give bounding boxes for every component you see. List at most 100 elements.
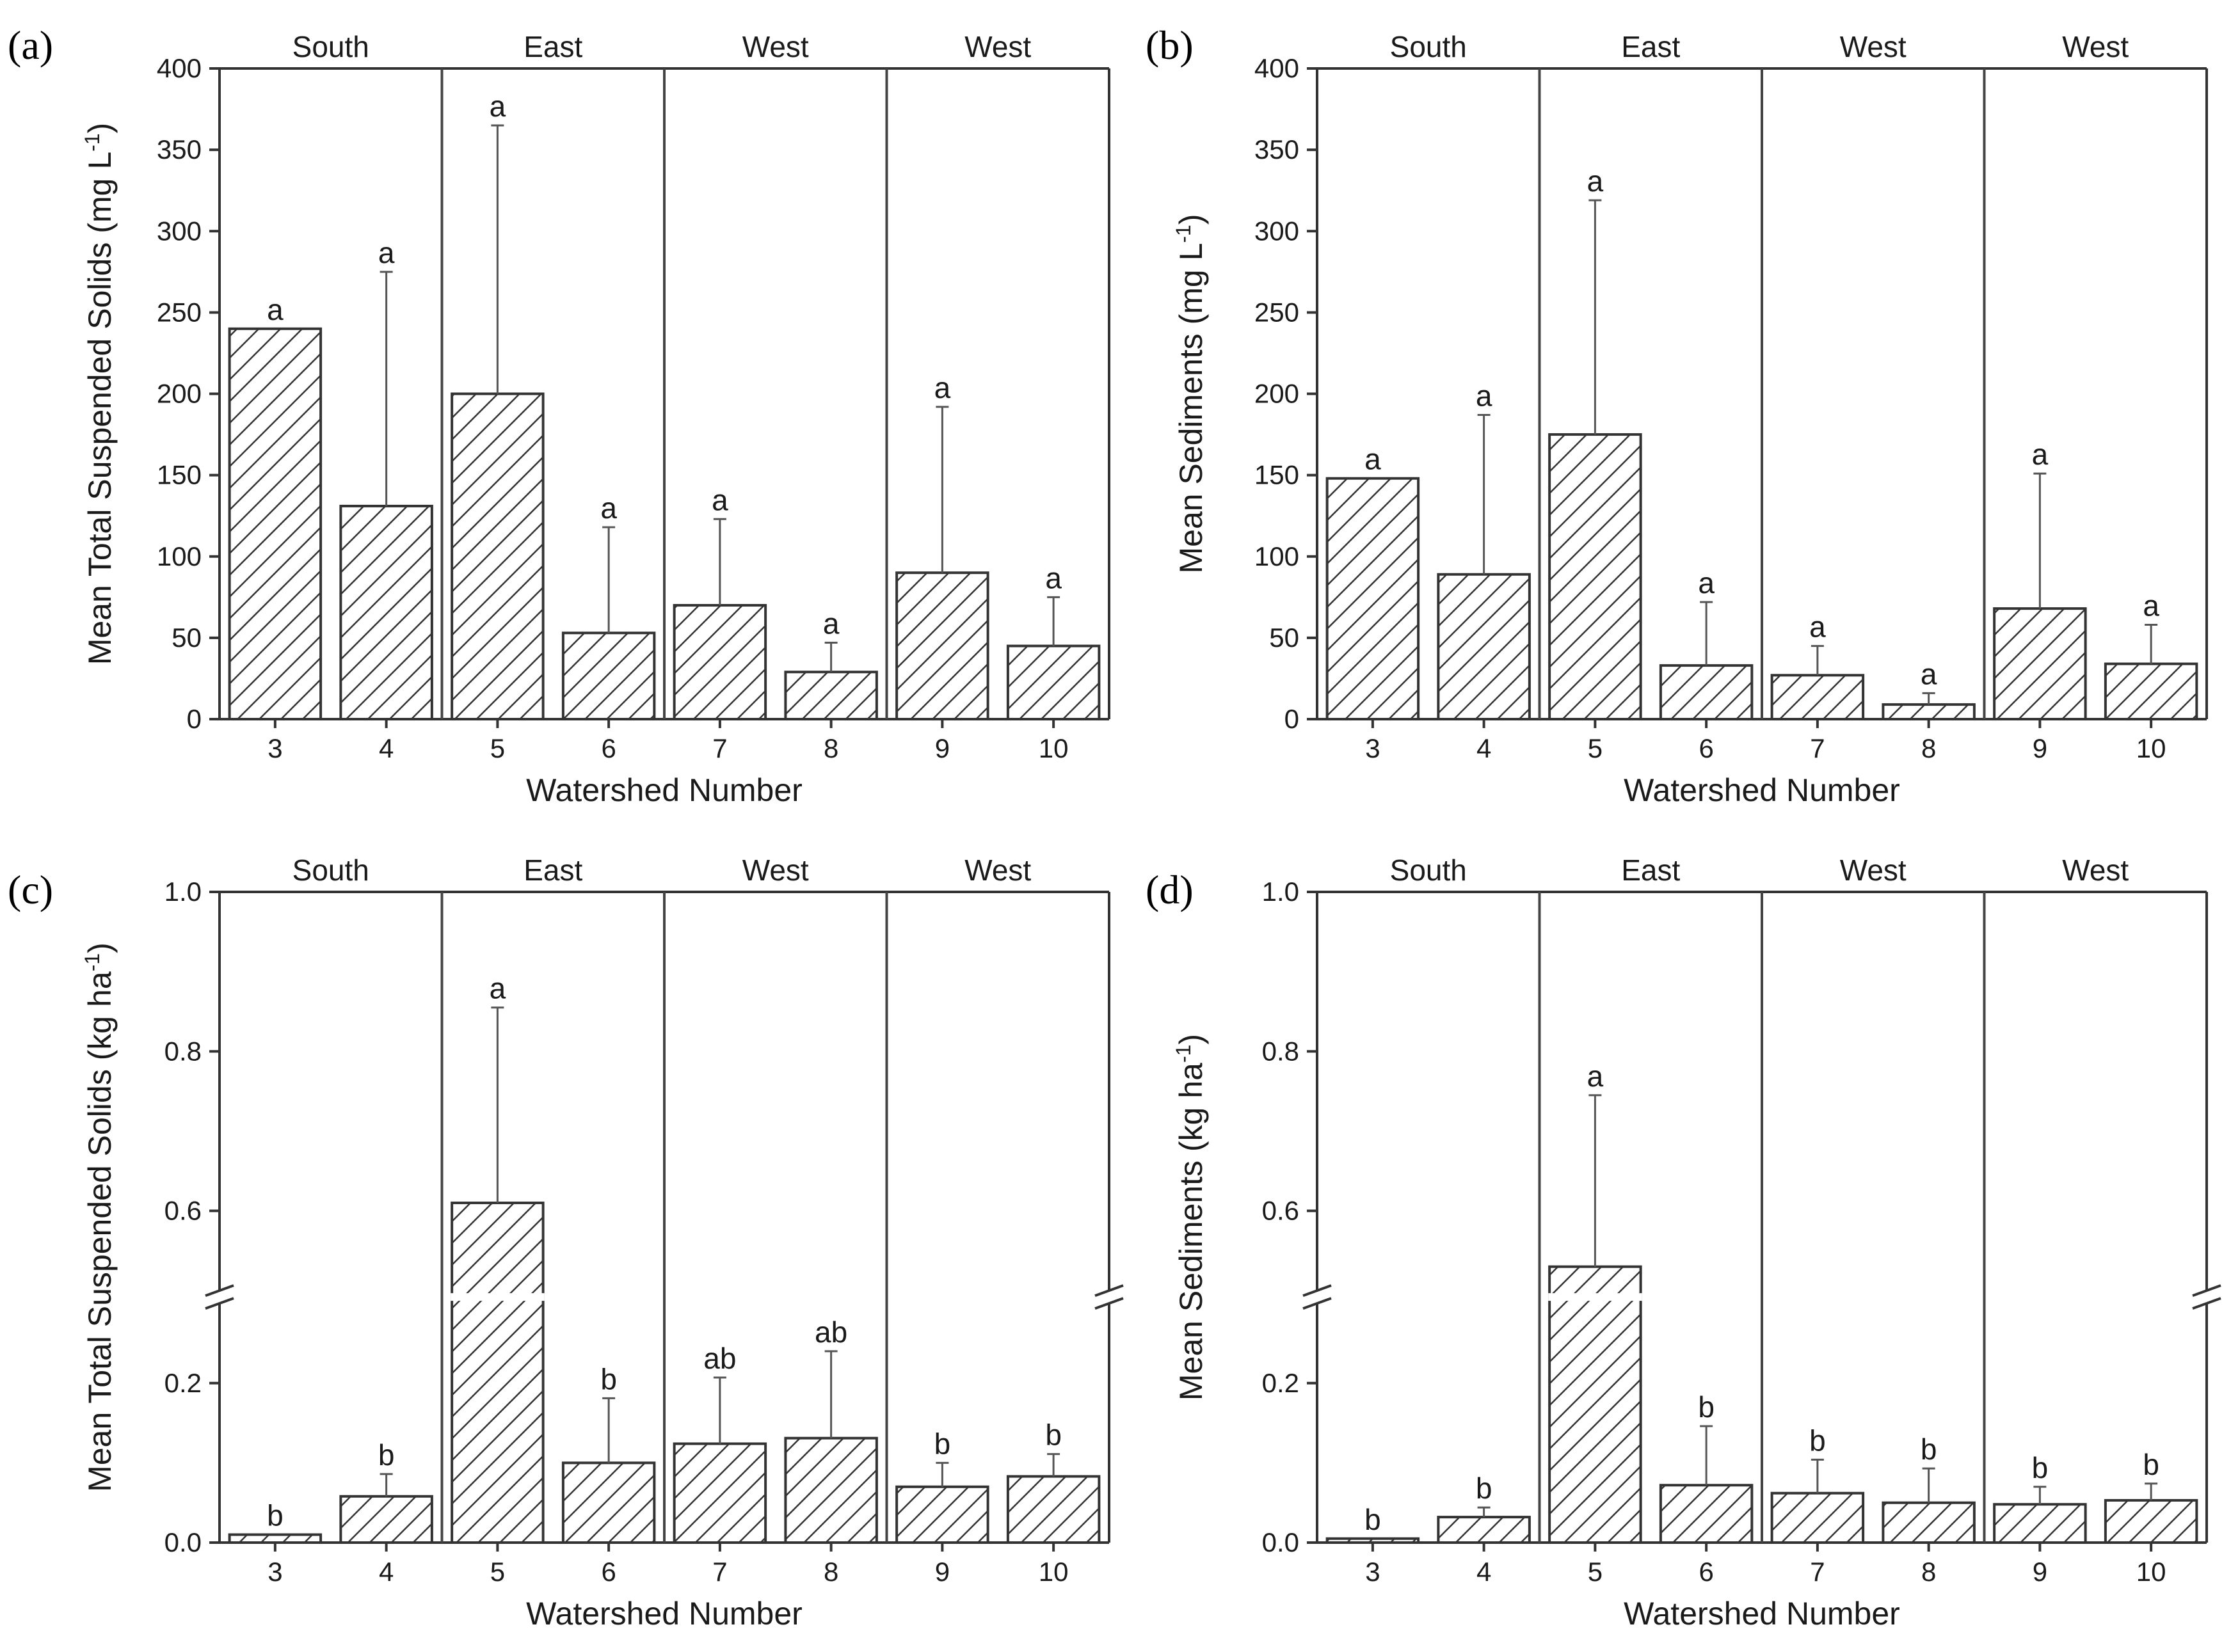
y-axis-title-suffix: ): [82, 942, 118, 953]
x-tick-label-9: 9: [2033, 733, 2047, 763]
y-tick-label-7: 350: [1254, 134, 1299, 164]
bar-4: [339, 504, 433, 720]
significance-label-7: a: [1809, 610, 1826, 644]
bar-8: [1882, 703, 1976, 721]
bar-5: [451, 1202, 545, 1544]
panel-label: (b): [1146, 22, 1194, 68]
significance-label-8: a: [823, 607, 840, 640]
bar-6: [561, 631, 656, 720]
significance-label-7: a: [712, 483, 728, 516]
bar-5: [1548, 1265, 1642, 1545]
y-tick-label-0: 0.0: [1262, 1527, 1299, 1557]
significance-label-10: b: [1045, 1418, 1062, 1452]
panel-label: (a): [8, 22, 53, 68]
y-axis-title-superscript: -1: [81, 133, 104, 151]
significance-label-4: a: [378, 236, 395, 269]
chart-panel-d: b 3 b 4 a 5 b 6 b 7 b 8 b 9 b 10 South East West West 0.0 0.2…: [1146, 854, 2221, 1632]
bar-9: [895, 571, 989, 720]
significance-label-6: a: [600, 491, 617, 525]
significance-label-9: a: [2032, 438, 2049, 471]
y-tick-label-5: 250: [1254, 297, 1299, 327]
significance-label-9: b: [2032, 1451, 2049, 1484]
bar-8: [1882, 1501, 1976, 1544]
x-tick-label-10: 10: [1039, 1557, 1069, 1587]
x-tick-label-4: 4: [379, 1557, 394, 1587]
y-tick-label-3: 0.8: [164, 1036, 202, 1066]
bar-6: [1659, 1484, 1754, 1545]
y-tick-label-3: 150: [157, 460, 202, 490]
x-tick-label-6: 6: [601, 1557, 616, 1587]
bar-4: [1437, 1516, 1531, 1545]
chart-panel-c: b 3 b 4 a 5 b 6 ab 7 ab 8 b 9 b 10 South East West West 0.0 0…: [8, 854, 1124, 1632]
group-label-west-3: West: [2062, 30, 2129, 63]
bar-10: [1006, 1475, 1101, 1545]
significance-label-10: b: [2143, 1448, 2159, 1481]
panel-label: (d): [1146, 867, 1194, 912]
significance-label-4: b: [1476, 1472, 1492, 1505]
significance-label-7: b: [1809, 1424, 1826, 1457]
bar-7: [1770, 1491, 1865, 1544]
group-label-east-1: East: [524, 30, 582, 63]
y-tick-label-4: 1.0: [164, 877, 202, 907]
x-axis-title: Watershed Number: [1624, 772, 1900, 808]
bar-10: [2104, 1498, 2198, 1544]
x-tick-label-4: 4: [1476, 733, 1491, 763]
x-tick-label-7: 7: [712, 733, 727, 763]
y-tick-label-4: 1.0: [1262, 877, 1299, 907]
axis-break-mark-0-a: [205, 1284, 234, 1298]
bar-break-gap-5: [451, 1293, 545, 1301]
axis-break-mark-1-a: [2192, 1284, 2221, 1298]
y-tick-label-1: 50: [1269, 623, 1299, 653]
x-tick-label-3: 3: [268, 733, 282, 763]
x-tick-label-8: 8: [824, 733, 838, 763]
significance-label-3: b: [1364, 1503, 1381, 1536]
y-tick-label-8: 400: [157, 53, 202, 83]
bar-9: [1993, 607, 2087, 720]
panel-label: (c): [8, 867, 53, 912]
significance-label-10: a: [1045, 561, 1062, 594]
x-tick-label-9: 9: [935, 1557, 950, 1587]
x-tick-label-8: 8: [1921, 733, 1936, 763]
bar-5: [1548, 433, 1642, 720]
significance-label-8: b: [1921, 1433, 1937, 1466]
y-axis-title: Mean Sediments (kg ha-1): [1172, 1034, 1209, 1401]
y-axis-title-suffix: ): [1173, 1034, 1209, 1045]
y-tick-label-4: 200: [1254, 379, 1299, 409]
y-tick-label-2: 100: [1254, 541, 1299, 571]
group-label-west-2: West: [1840, 854, 1907, 887]
x-tick-label-7: 7: [1810, 733, 1825, 763]
significance-label-4: a: [1476, 379, 1492, 413]
bar-7: [1770, 674, 1865, 721]
bar-5: [451, 392, 545, 720]
group-label-east-1: East: [524, 854, 582, 887]
x-axis-title: Watershed Number: [526, 1596, 803, 1632]
y-tick-label-4: 200: [157, 379, 202, 409]
y-axis-title-superscript: -1: [1172, 225, 1195, 242]
y-tick-label-5: 250: [157, 297, 202, 327]
significance-label-5: a: [490, 972, 506, 1005]
significance-label-3: a: [1364, 443, 1381, 476]
x-tick-label-7: 7: [1810, 1557, 1825, 1587]
y-axis-title-superscript: -1: [81, 953, 104, 971]
axis-break-mark-0-a: [1302, 1284, 1332, 1298]
group-label-south-0: South: [1390, 30, 1467, 63]
y-axis-title: Mean Sediments (mg L-1): [1172, 214, 1209, 573]
y-tick-label-6: 300: [157, 216, 202, 246]
y-axis-title-superscript: -1: [1172, 1045, 1195, 1063]
significance-label-3: b: [267, 1499, 284, 1532]
bar-4: [1437, 573, 1531, 721]
y-axis-title-main: Mean Total Suspended Solids (kg ha: [82, 971, 118, 1492]
y-tick-label-8: 400: [1254, 53, 1299, 83]
x-tick-label-10: 10: [2136, 1557, 2166, 1587]
x-tick-label-5: 5: [1588, 1557, 1603, 1587]
y-axis-title-suffix: ): [82, 123, 118, 134]
x-tick-label-3: 3: [268, 1557, 282, 1587]
group-label-south-0: South: [292, 30, 369, 63]
significance-label-8: ab: [815, 1315, 847, 1349]
bar-6: [561, 1461, 656, 1544]
group-label-south-0: South: [292, 854, 369, 887]
bar-10: [1006, 644, 1101, 721]
group-label-west-3: West: [2062, 854, 2129, 887]
chart-panel-a: a 3 a 4 a 5 a 6 a 7 a 8 a 9 a 10 South East West West 0 50 100…: [8, 22, 1110, 808]
